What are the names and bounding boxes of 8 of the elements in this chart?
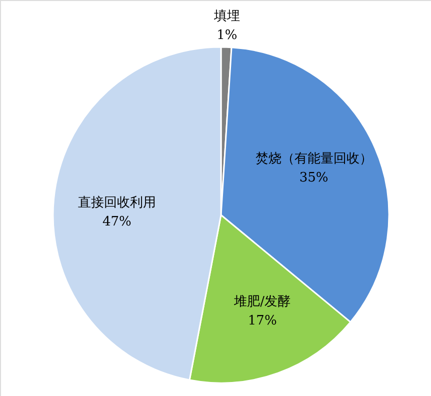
slice-label: 直接回收利用 [78, 196, 156, 211]
slice-label: 堆肥/发酵 [233, 294, 291, 310]
data-label: 47% [102, 214, 132, 230]
data-label: 1% [216, 28, 238, 44]
data-label: 17% [248, 314, 277, 329]
data-label: 35% [299, 170, 328, 186]
slice-label: 填埋 [212, 9, 240, 24]
slice-label: 焚烧（有能量回收） [255, 152, 372, 167]
